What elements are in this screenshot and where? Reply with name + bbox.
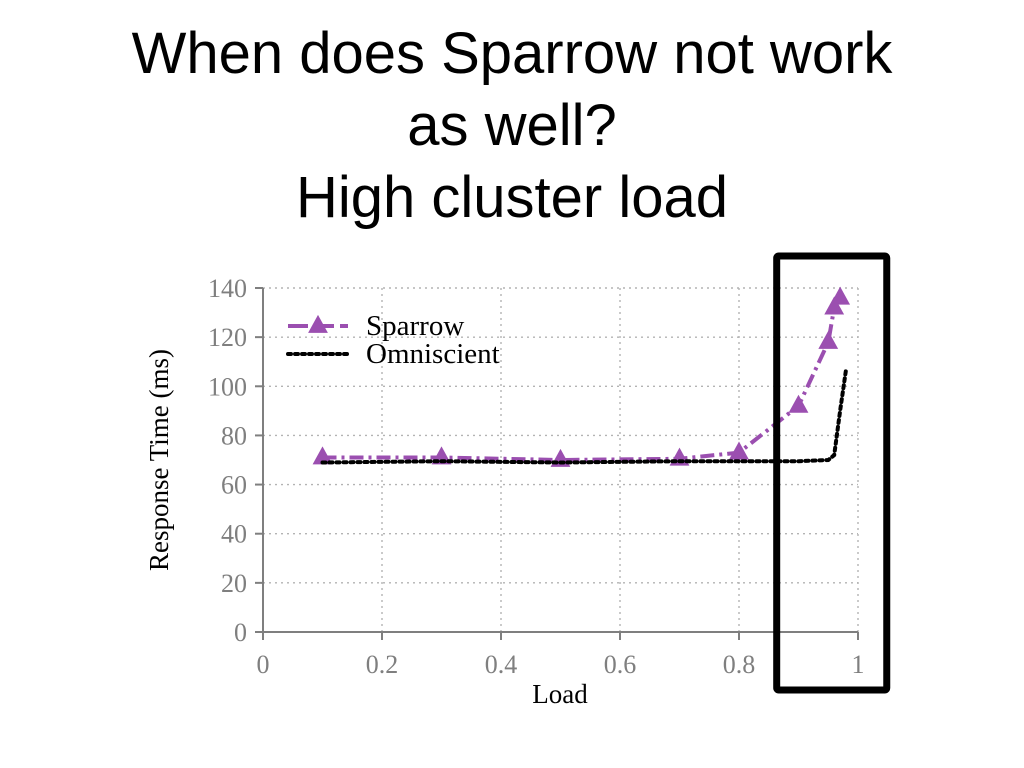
slide-title-line-2: as well? bbox=[407, 93, 617, 158]
legend-marker bbox=[308, 314, 328, 333]
y-tick-label: 0 bbox=[234, 618, 247, 647]
data-point-marker bbox=[818, 330, 839, 349]
y-tick-label: 40 bbox=[221, 520, 247, 549]
data-point-marker bbox=[729, 441, 749, 460]
x-tick-label: 0.2 bbox=[366, 650, 399, 679]
data-point-marker bbox=[312, 446, 333, 465]
x-tick-label: 0 bbox=[257, 650, 270, 679]
y-tick-label: 140 bbox=[208, 274, 247, 303]
y-tick-label: 100 bbox=[208, 372, 247, 401]
y-axis-label: Response Time (ms) bbox=[144, 349, 174, 571]
tick-labels: 0 20 40 60 80 100 120 140 0 0.2 0.4 0.6 0.8 1 bbox=[208, 274, 865, 679]
legend: Sparrow Omniscient bbox=[286, 310, 500, 370]
high-load-highlight-box bbox=[773, 252, 891, 694]
x-axis-label: Load bbox=[532, 679, 588, 709]
x-tick-label: 0.8 bbox=[723, 650, 756, 679]
data-point-marker bbox=[824, 296, 845, 315]
highlight-box bbox=[773, 252, 891, 694]
series bbox=[312, 286, 851, 467]
legend-label-sparrow: Sparrow bbox=[366, 310, 464, 342]
y-tick-label: 80 bbox=[221, 421, 247, 450]
series-line-omniscient bbox=[320, 367, 849, 465]
slide-title-line-3: High cluster load bbox=[296, 165, 728, 230]
data-point-marker bbox=[788, 394, 809, 413]
y-tick-label: 20 bbox=[221, 569, 247, 598]
axes bbox=[255, 287, 859, 640]
x-tick-label: 0.4 bbox=[485, 650, 518, 679]
x-tick-label: 0.6 bbox=[604, 650, 637, 679]
data-point-marker bbox=[830, 286, 851, 305]
slide-title: When does Sparrow not work as well? High… bbox=[0, 18, 1024, 234]
x-tick-label: 1 bbox=[852, 650, 865, 679]
y-tick-label: 120 bbox=[208, 323, 247, 352]
slide-title-line-1: When does Sparrow not work bbox=[131, 21, 893, 86]
legend-label-omniscient: Omniscient bbox=[366, 338, 500, 370]
y-tick-label: 60 bbox=[221, 471, 247, 500]
